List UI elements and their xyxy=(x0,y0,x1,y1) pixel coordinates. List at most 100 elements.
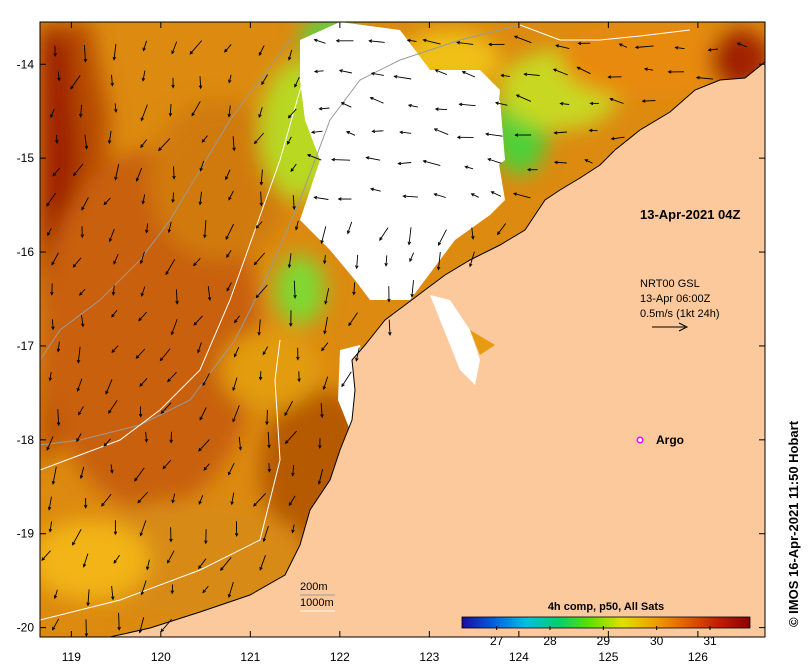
current-vector-head xyxy=(500,73,505,78)
current-vector xyxy=(141,286,146,297)
current-vector-head xyxy=(313,69,318,74)
current-vector-head xyxy=(284,412,288,417)
current-vector-head xyxy=(140,292,145,297)
current-vector-head xyxy=(224,48,228,53)
current-vector xyxy=(253,492,267,507)
current-vector xyxy=(323,376,329,390)
current-vector-head xyxy=(707,48,712,52)
current-vector xyxy=(72,528,82,546)
current-vector xyxy=(319,107,330,110)
current-vector-head xyxy=(259,202,264,207)
current-vector xyxy=(87,589,90,606)
colorbar-tick-label: 30 xyxy=(650,634,664,648)
current-vector xyxy=(353,282,356,295)
current-vector-head xyxy=(227,113,231,118)
current-vector-head xyxy=(139,532,144,537)
current-vector xyxy=(435,69,447,76)
current-vector-head xyxy=(292,206,296,211)
current-vector-head xyxy=(50,114,54,119)
current-vector xyxy=(254,252,266,265)
current-vector xyxy=(307,154,322,161)
current-vector xyxy=(199,191,202,205)
current-vector-head xyxy=(259,181,264,186)
current-vector-head xyxy=(488,42,493,47)
current-vector-head xyxy=(458,102,463,107)
current-vector-head xyxy=(320,414,324,419)
current-vector xyxy=(290,163,297,172)
current-vector-head xyxy=(84,145,89,150)
depth-1000-label: 1000m xyxy=(300,597,334,609)
current-vector-head xyxy=(193,321,198,326)
current-vector xyxy=(366,157,381,161)
current-vector xyxy=(202,373,210,386)
current-vector-head xyxy=(436,266,441,271)
current-vector-head xyxy=(555,44,560,48)
current-vector-head xyxy=(577,41,582,46)
current-vector-head xyxy=(397,161,402,166)
current-vector-head xyxy=(399,130,404,135)
current-vector-head xyxy=(207,297,212,301)
current-vector-head xyxy=(138,413,143,418)
current-vector-head xyxy=(79,475,84,480)
current-vector-head xyxy=(134,477,138,482)
current-vector-head xyxy=(232,387,236,392)
current-vector-head xyxy=(135,355,140,359)
current-vector xyxy=(108,399,118,414)
current-vector-head xyxy=(337,197,342,201)
current-vector xyxy=(260,169,263,185)
current-vector xyxy=(554,131,567,134)
current-vector xyxy=(408,227,412,245)
current-vector xyxy=(111,74,113,86)
colorbar-tick-label: 28 xyxy=(543,634,557,648)
current-vector xyxy=(293,280,296,298)
current-vector xyxy=(339,69,352,74)
current-vector-head xyxy=(159,357,164,362)
current-vector xyxy=(110,464,113,473)
current-vector xyxy=(434,128,449,136)
current-vector-head xyxy=(255,294,260,299)
current-vector xyxy=(142,70,146,81)
current-vector-head xyxy=(141,200,145,205)
current-vector-head xyxy=(610,136,615,141)
current-vector xyxy=(41,550,51,561)
current-vector-head xyxy=(86,602,90,607)
current-vector-head xyxy=(198,500,202,505)
current-vector-head xyxy=(139,260,144,265)
current-vector xyxy=(554,161,567,164)
current-vector xyxy=(50,108,55,118)
current-vector-head xyxy=(101,502,105,507)
current-vector-head xyxy=(409,258,413,263)
current-vector xyxy=(370,97,384,104)
current-vector-head xyxy=(318,445,322,449)
current-vector xyxy=(142,194,146,204)
current-vector xyxy=(57,341,60,352)
current-vector-head xyxy=(113,531,118,536)
current-vector xyxy=(138,311,148,322)
current-vector xyxy=(207,285,211,301)
current-vector-head xyxy=(387,298,391,303)
current-vector xyxy=(167,371,177,382)
current-vector-head xyxy=(108,238,113,243)
current-vector xyxy=(140,139,148,148)
current-vector-head xyxy=(238,446,243,451)
current-vector-head xyxy=(226,287,230,292)
current-vector-head xyxy=(294,226,299,231)
current-vector xyxy=(51,319,54,330)
current-vector-head xyxy=(41,557,45,561)
current-vector-head xyxy=(47,506,52,511)
date-label: 13-Apr-2021 04Z xyxy=(640,207,740,222)
current-vector xyxy=(73,163,84,176)
current-vector xyxy=(408,104,418,108)
current-vector xyxy=(81,197,89,211)
current-vector-head xyxy=(225,176,229,181)
contour-1000m xyxy=(40,39,321,471)
current-vector xyxy=(72,257,82,268)
current-vector xyxy=(675,46,685,50)
current-vector-head xyxy=(171,499,175,504)
current-vector-head xyxy=(55,140,59,144)
current-vector xyxy=(51,252,59,265)
current-vector-head xyxy=(288,502,293,507)
current-vector xyxy=(341,102,352,108)
current-vector-head xyxy=(352,291,356,296)
longitude-axis: 119 120 121 122 123 124 125 126 xyxy=(62,22,708,664)
